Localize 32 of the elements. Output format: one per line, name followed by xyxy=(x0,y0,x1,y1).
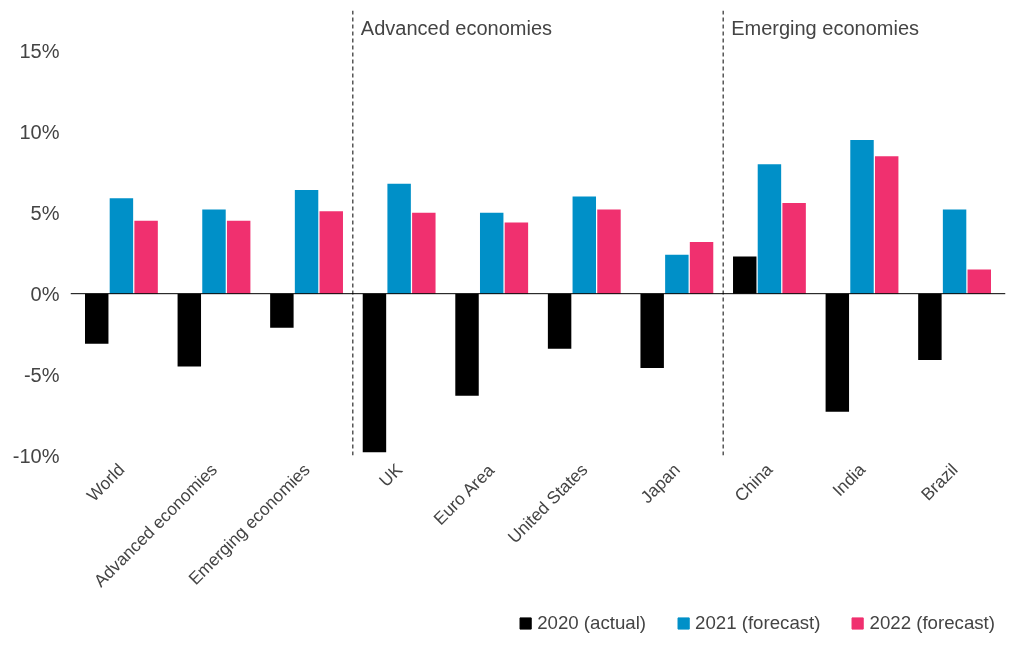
annotation: Advanced economies xyxy=(360,16,553,39)
y-tick-label: -10% xyxy=(12,444,60,467)
bar xyxy=(109,198,134,294)
bar xyxy=(504,222,529,294)
y-tick-label: 15% xyxy=(19,39,60,62)
bar xyxy=(967,269,991,294)
y-tick-label: 0% xyxy=(30,282,60,305)
bar xyxy=(689,241,714,294)
bar xyxy=(294,190,319,294)
bar xyxy=(202,209,226,294)
annotation: Emerging economies xyxy=(731,16,920,39)
bar xyxy=(850,139,874,294)
bar xyxy=(387,183,411,294)
bar xyxy=(412,212,436,294)
bar xyxy=(782,203,806,294)
bar xyxy=(757,164,782,294)
x-tick-label: UK xyxy=(375,459,407,491)
bar xyxy=(134,220,158,294)
bar xyxy=(597,209,621,294)
bar xyxy=(572,196,597,294)
bar xyxy=(319,211,343,294)
y-tick-label: 10% xyxy=(19,120,60,143)
legend-label: 2020 (actual) xyxy=(537,611,647,634)
bar xyxy=(226,220,251,294)
y-tick-label: 5% xyxy=(30,201,60,224)
legend-label: 2022 (forecast) xyxy=(869,611,995,634)
bar xyxy=(942,209,967,294)
bar xyxy=(479,212,504,294)
bar xyxy=(874,156,899,294)
bar xyxy=(665,254,689,294)
legend-label: 2021 (forecast) xyxy=(695,611,821,634)
y-tick-label: -5% xyxy=(23,363,60,386)
